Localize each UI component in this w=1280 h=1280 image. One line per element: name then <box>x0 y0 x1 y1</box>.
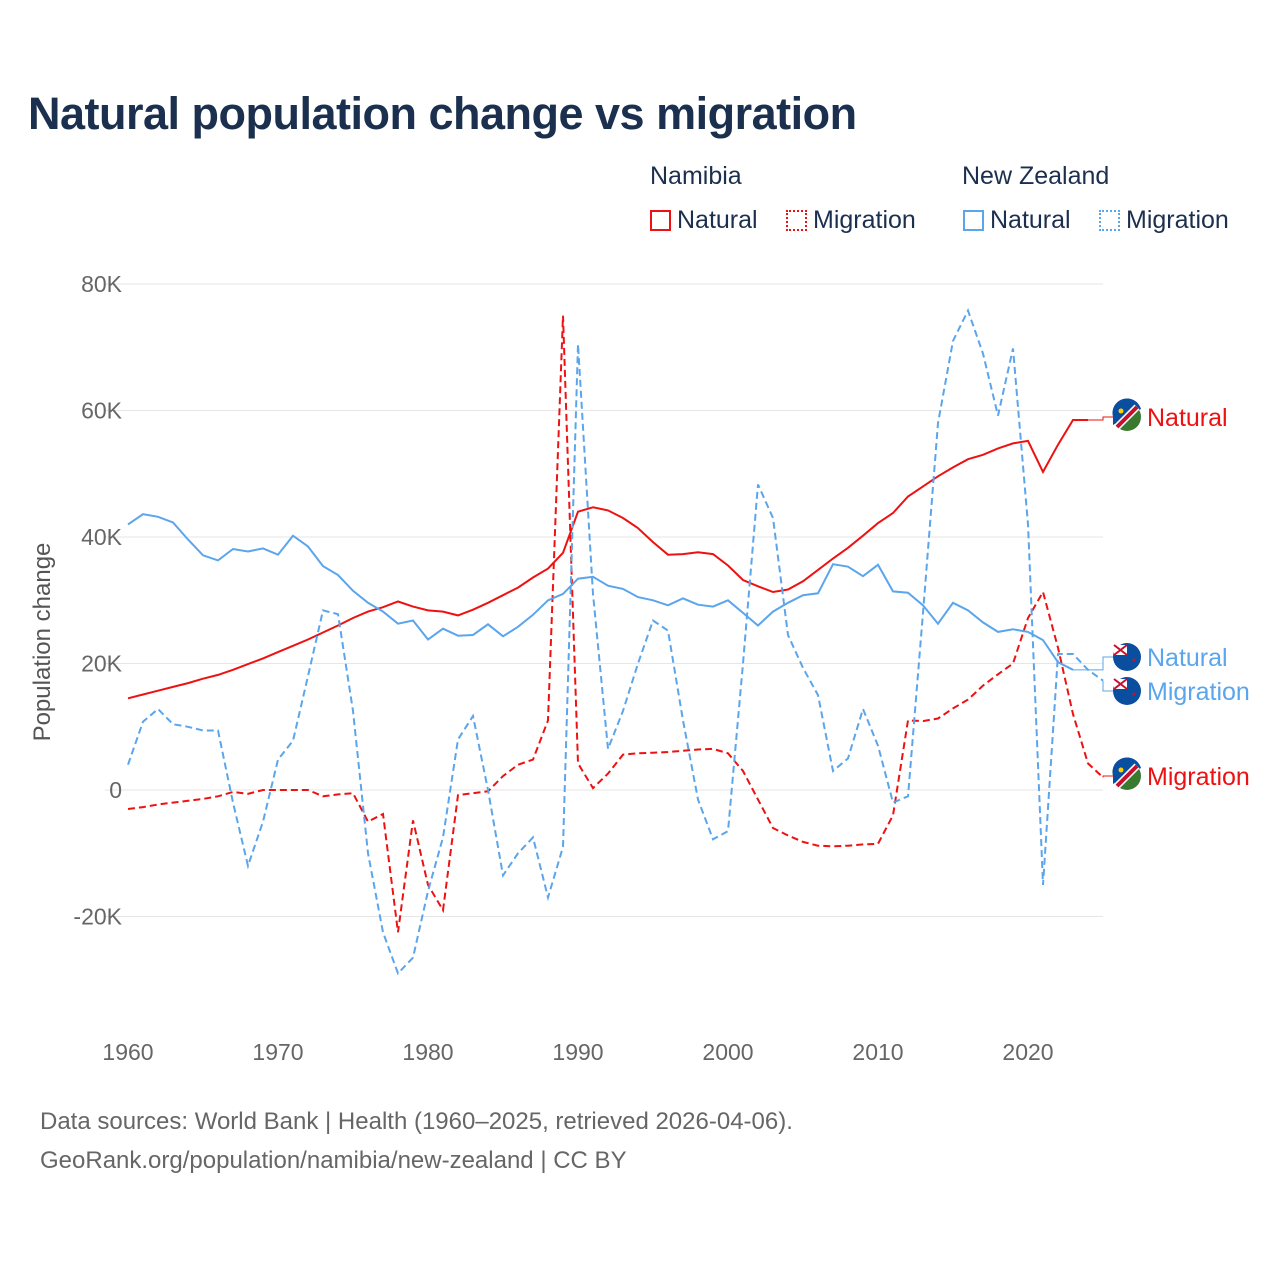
flag-cross <box>1113 678 1128 690</box>
y-tick-label: -20K <box>73 904 122 930</box>
flag-blue <box>1112 398 1141 425</box>
x-tick-label: 1990 <box>552 1039 603 1065</box>
flag-sun <box>1118 408 1124 414</box>
new-zealand-flag-icon <box>1113 643 1141 671</box>
legend-group-namibia: Namibia <box>650 162 742 190</box>
legend-swatch-solid <box>963 210 984 231</box>
label-connector <box>1088 416 1113 421</box>
legend-swatch-dotted <box>786 210 807 231</box>
series-line-new-zealand-migration <box>127 308 1104 976</box>
legend-label: Natural <box>990 206 1071 234</box>
namibia-flag-icon <box>1112 398 1141 431</box>
x-tick-label: 2010 <box>852 1039 903 1065</box>
y-tick-label: 0 <box>109 777 122 803</box>
y-axis-label: Population change <box>29 543 56 742</box>
label-connector <box>1102 680 1113 692</box>
series-end-label: Natural <box>1147 404 1228 432</box>
x-tick-label: 1980 <box>402 1039 453 1065</box>
legend-item-nz-migration[interactable]: Migration <box>1099 206 1229 235</box>
footer-sources: Data sources: World Bank | Health (1960–… <box>40 1108 793 1135</box>
legend-swatch-solid <box>650 210 671 231</box>
legend-label: Migration <box>813 206 916 234</box>
flag-red-band <box>1115 405 1139 429</box>
series-line-namibia-natural <box>127 419 1088 700</box>
flag-red-band <box>1115 764 1139 788</box>
x-tick-label: 1970 <box>252 1039 303 1065</box>
x-tick-label: 2000 <box>702 1039 753 1065</box>
flag-sun <box>1118 767 1124 773</box>
series-end-label: Natural <box>1147 644 1228 672</box>
x-tick-label: 2020 <box>1002 1039 1053 1065</box>
legend-group-new-zealand: New Zealand <box>962 162 1110 190</box>
series-line-namibia-migration <box>127 315 1104 933</box>
label-connector <box>1073 656 1113 671</box>
chart-title: Natural population change vs migration <box>28 88 857 139</box>
y-tick-label: 80K <box>81 271 123 297</box>
flag-star <box>1132 692 1136 696</box>
legend-label: Migration <box>1126 206 1229 234</box>
legend-swatch-dotted <box>1099 210 1120 231</box>
legend-label: Natural <box>677 206 758 234</box>
series-line-new-zealand-natural <box>127 513 1074 671</box>
footer-link[interactable]: GeoRank.org/population/namibia/new-zeala… <box>40 1147 627 1174</box>
legend-item-nz-natural[interactable]: Natural <box>963 206 1071 235</box>
legend-item-namibia-migration[interactable]: Migration <box>786 206 916 235</box>
series-end-label: Migration <box>1147 678 1250 706</box>
series-end-label: Migration <box>1147 763 1250 791</box>
new-zealand-flag-icon <box>1113 677 1141 705</box>
label-connector <box>1102 775 1113 778</box>
y-tick-label: 20K <box>81 651 123 677</box>
legend-item-namibia-natural[interactable]: Natural <box>650 206 758 235</box>
namibia-flag-icon <box>1112 757 1141 790</box>
flag-cross <box>1113 644 1128 656</box>
flag-blue <box>1112 757 1141 784</box>
x-tick-label: 1960 <box>102 1039 153 1065</box>
flag-star <box>1132 658 1136 662</box>
y-tick-label: 60K <box>81 398 123 424</box>
y-tick-label: 40K <box>81 524 123 550</box>
